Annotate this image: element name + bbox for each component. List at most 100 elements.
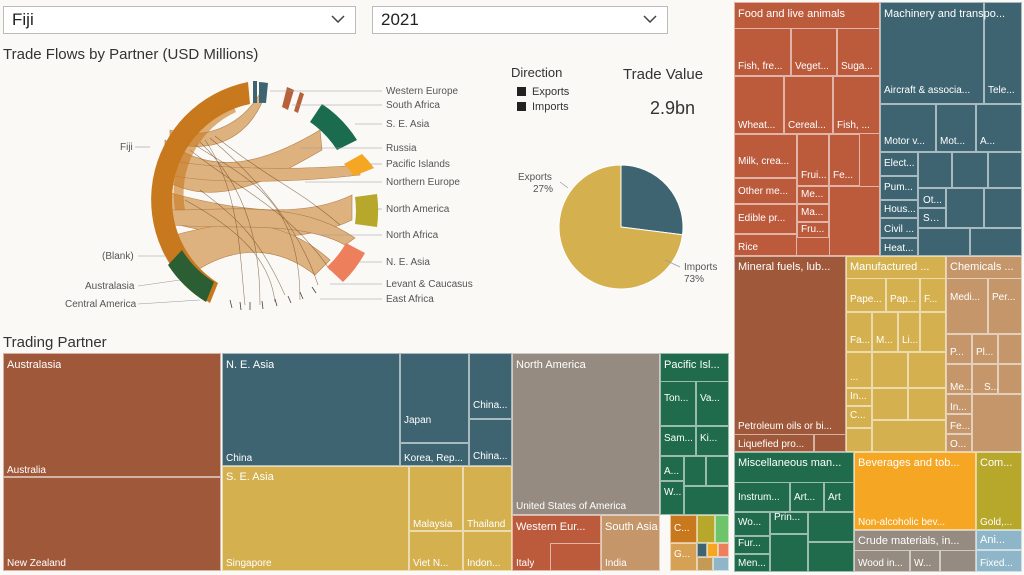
treemap-cell-men[interactable]: [734, 554, 770, 572]
treemap-cell-a[interactable]: [660, 456, 684, 481]
pie-slice-exports[interactable]: [620, 164, 684, 236]
treemap-cell-animal-oils[interactable]: [976, 530, 1022, 550]
treemap-cell-tonga[interactable]: [660, 381, 696, 426]
treemap-cell-small[interactable]: [952, 152, 988, 188]
treemap-cell-small[interactable]: [697, 515, 715, 543]
treemap-cell-china[interactable]: [222, 353, 400, 466]
treemap-cell-ships[interactable]: [918, 208, 946, 228]
treemap-cell-small[interactable]: [697, 557, 713, 571]
legend-imports[interactable]: Imports: [517, 101, 569, 113]
treemap-cell-china-hk[interactable]: [469, 353, 512, 419]
legend-exports[interactable]: Exports: [517, 86, 569, 98]
treemap-cell-other-w-europe[interactable]: [550, 543, 601, 571]
treemap-cell-w[interactable]: [660, 481, 684, 515]
treemap-cell-fruit[interactable]: [797, 134, 829, 186]
treemap-cell-other[interactable]: [918, 188, 946, 208]
treemap-cell-small[interactable]: [808, 542, 854, 572]
treemap-cell-small[interactable]: [715, 515, 729, 543]
treemap-cell-a[interactable]: [976, 104, 1022, 152]
treemap-cell-small[interactable]: [770, 534, 808, 572]
treemap-cell-ma[interactable]: [797, 204, 829, 222]
treemap-cell-motor-vehicles[interactable]: [880, 104, 936, 152]
chord-diagram[interactable]: Fiji (Blank) Australasia Central America…: [0, 70, 500, 325]
treemap-cell-wood[interactable]: [854, 550, 910, 572]
treemap-cell-pump[interactable]: [880, 176, 918, 200]
treemap-cell-small[interactable]: [814, 434, 846, 452]
treemap-cell-civil[interactable]: [880, 218, 918, 238]
treemap-cell-cereal[interactable]: [784, 76, 833, 134]
treemap-cell-mot[interactable]: [936, 104, 976, 152]
treemap-cell-central-america[interactable]: [670, 515, 697, 543]
treemap-cell-edible[interactable]: [734, 204, 797, 234]
treemap-cell-wheat[interactable]: [734, 76, 784, 134]
treemap-cell-beverages[interactable]: [854, 452, 976, 530]
treemap-cell-perfume[interactable]: [988, 278, 1022, 334]
treemap-cell-o[interactable]: [946, 434, 972, 452]
treemap-cell-in[interactable]: [846, 388, 872, 406]
treemap-cell-malaysia[interactable]: [409, 466, 463, 531]
treemap-cell-elect[interactable]: [880, 152, 918, 176]
treemap-cell-f[interactable]: [920, 278, 946, 312]
treemap-cell-me[interactable]: [797, 186, 829, 204]
treemap-cell-fish-fresh[interactable]: [734, 28, 791, 76]
treemap-cell-india[interactable]: [601, 515, 660, 571]
treemap-cell-fish[interactable]: [833, 76, 880, 134]
treemap-cell-small[interactable]: [707, 543, 718, 557]
treemap-cell-small[interactable]: [706, 456, 729, 486]
treemap-cell-c[interactable]: [846, 406, 872, 428]
treemap-cell-art2[interactable]: [824, 482, 854, 512]
treemap-cell-me[interactable]: [946, 364, 972, 394]
treemap-cell-dots[interactable]: [846, 352, 872, 388]
treemap-cell-fa[interactable]: [846, 312, 872, 352]
treemap-cell-small[interactable]: [988, 152, 1022, 188]
treemap-cell-small[interactable]: [872, 420, 946, 452]
treemap-cell-small[interactable]: [920, 312, 946, 352]
treemap-cell-milk[interactable]: [734, 134, 797, 178]
treemap-cell-small[interactable]: [946, 188, 984, 228]
treemap-cell-liquefied[interactable]: [734, 434, 814, 452]
treemap-cell-kiribati[interactable]: [696, 426, 729, 456]
treemap-cell-small[interactable]: [970, 228, 1022, 256]
treemap-cell-w[interactable]: [910, 550, 940, 572]
treemap-cell-small[interactable]: [908, 388, 946, 420]
treemap-cell-tele[interactable]: [984, 2, 1022, 104]
treemap-cell-usa[interactable]: [512, 353, 660, 515]
treemap-cell-print[interactable]: [770, 512, 808, 534]
treemap-cell-small[interactable]: [998, 334, 1022, 364]
product-treemap[interactable]: Food and live animals Fish, fre... Veget…: [734, 2, 1022, 572]
treemap-cell-commodities[interactable]: [976, 452, 1022, 530]
treemap-cell-heat[interactable]: [880, 238, 918, 256]
treemap-cell-vietnam[interactable]: [409, 531, 463, 571]
year-dropdown[interactable]: 2021: [372, 6, 668, 34]
treemap-cell-wo[interactable]: [734, 512, 770, 536]
treemap-cell-vanuatu[interactable]: [696, 381, 729, 426]
treemap-cell-small[interactable]: [984, 188, 1022, 228]
treemap-cell-sugar[interactable]: [837, 28, 880, 76]
treemap-cell-m[interactable]: [872, 312, 898, 352]
treemap-cell-s[interactable]: [972, 364, 998, 394]
treemap-cell-small[interactable]: [684, 486, 729, 515]
treemap-cell-fixed[interactable]: [976, 550, 1022, 572]
pie-slice-imports[interactable]: [558, 164, 684, 290]
treemap-cell-pl[interactable]: [972, 334, 998, 364]
treemap-cell-p[interactable]: [946, 334, 972, 364]
treemap-cell-house[interactable]: [880, 200, 918, 218]
treemap-cell-japan[interactable]: [400, 353, 469, 443]
country-dropdown[interactable]: Fiji: [3, 6, 356, 34]
treemap-cell-pap[interactable]: [886, 278, 920, 312]
treemap-cell-art1[interactable]: [790, 482, 824, 512]
treemap-cell-rice[interactable]: [734, 234, 797, 256]
treemap-cell-korea[interactable]: [400, 443, 469, 466]
treemap-cell-australia[interactable]: [3, 353, 221, 477]
treemap-cell-small[interactable]: [940, 550, 976, 572]
treemap-cell-samoa[interactable]: [660, 426, 696, 456]
treemap-cell-singapore[interactable]: [222, 466, 409, 571]
treemap-cell-other-meat[interactable]: [734, 178, 797, 204]
treemap-cell-small[interactable]: [713, 557, 729, 571]
treemap-cell-medicines[interactable]: [946, 278, 988, 334]
treemap-cell-instruments[interactable]: [734, 482, 790, 512]
treemap-cell-new-zealand[interactable]: [3, 477, 221, 571]
treemap-cell-small[interactable]: [998, 364, 1022, 394]
treemap-cell-fe[interactable]: [946, 414, 972, 434]
treemap-cell-paper[interactable]: [846, 278, 886, 312]
